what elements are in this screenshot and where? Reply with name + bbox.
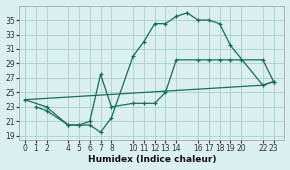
X-axis label: Humidex (Indice chaleur): Humidex (Indice chaleur) xyxy=(88,155,216,164)
